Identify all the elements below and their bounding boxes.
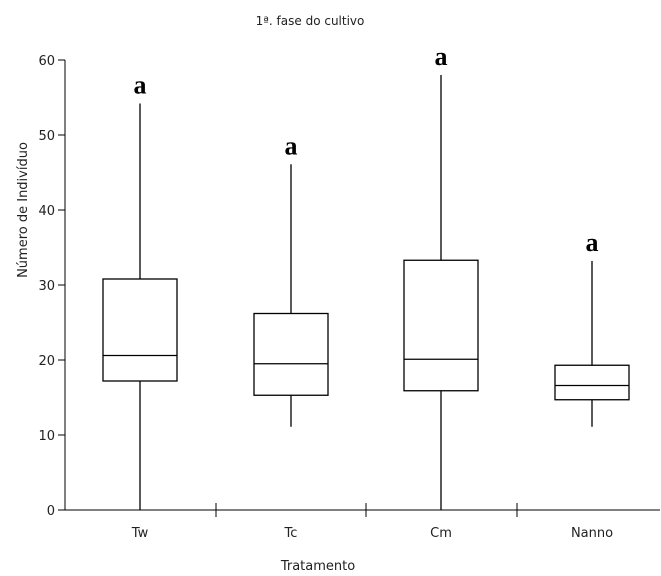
- y-tick-label: 50: [38, 129, 55, 144]
- x-tick-label: Nanno: [571, 526, 613, 541]
- y-ticks: 0 10 20 30 40 50 60: [38, 54, 65, 519]
- y-tick-label: 10: [38, 429, 55, 444]
- y-tick-label: 60: [38, 54, 55, 69]
- significance-letter: a: [435, 42, 448, 71]
- box-cm: a: [403, 42, 479, 510]
- boxes: a a a a: [102, 42, 630, 510]
- x-ticks: Tw Tc Cm Nanno: [131, 503, 613, 541]
- significance-letter: a: [586, 228, 599, 257]
- iqr-box: [102, 278, 178, 382]
- iqr-box: [253, 312, 329, 396]
- significance-letter: a: [285, 131, 298, 160]
- iqr-box: [403, 259, 479, 392]
- significance-letter: a: [134, 71, 147, 100]
- y-tick-label: 30: [38, 279, 55, 294]
- y-tick-label: 0: [47, 504, 55, 519]
- box-tc: a: [253, 131, 329, 427]
- box-tw: a: [102, 71, 178, 510]
- y-tick-label: 20: [38, 354, 55, 369]
- box-nanno: a: [554, 228, 630, 427]
- x-tick-label: Tw: [131, 526, 149, 541]
- x-tick-label: Cm: [430, 526, 452, 541]
- chart-title: 1ª. fase do cultivo: [256, 14, 365, 28]
- iqr-box: [554, 364, 630, 401]
- x-axis-label: Tratamento: [280, 559, 355, 574]
- x-tick-label: Tc: [284, 526, 298, 541]
- y-tick-label: 40: [38, 204, 55, 219]
- y-axis-label: Número de Indivíduo: [16, 142, 31, 278]
